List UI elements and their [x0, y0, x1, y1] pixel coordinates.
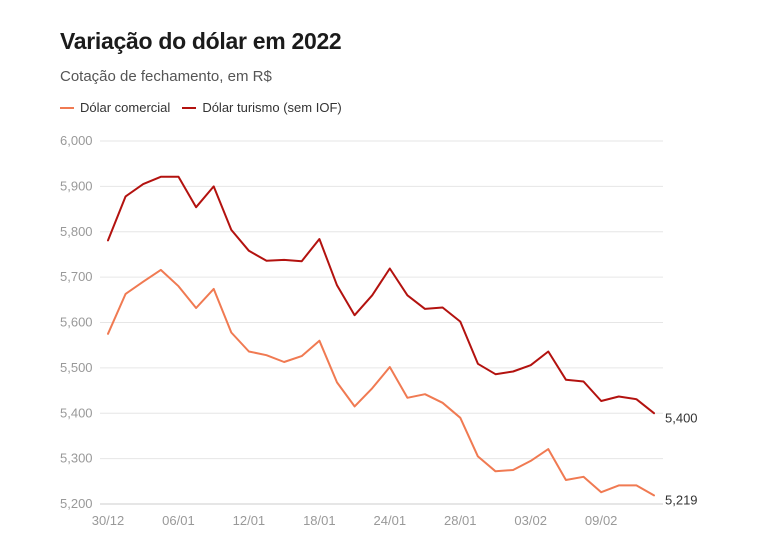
legend-label-turismo: Dólar turismo (sem IOF) [202, 100, 342, 115]
y-tick-label: 5,400 [60, 405, 93, 420]
legend-item-turismo: Dólar turismo (sem IOF) [182, 100, 342, 115]
series-line-turismo [107, 175, 655, 415]
x-tick-label: 03/02 [514, 513, 547, 528]
x-tick-label: 18/01 [303, 513, 336, 528]
legend-swatch-comercial [60, 106, 74, 109]
chart-title: Variação do dólar em 2022 [60, 28, 342, 54]
x-tick-label: 12/01 [233, 513, 266, 528]
y-tick-label: 6,000 [60, 133, 93, 148]
x-tick-label: 30/12 [92, 513, 125, 528]
y-tick-label: 5,700 [60, 269, 93, 284]
legend: Dólar comercial Dólar turismo (sem IOF) [60, 100, 342, 115]
y-tick-label: 5,900 [60, 178, 93, 193]
x-tick-label: 28/01 [444, 513, 477, 528]
y-tick-label: 5,300 [60, 451, 93, 466]
x-tick-label: 24/01 [374, 513, 407, 528]
series-line-comercial [107, 268, 655, 497]
legend-swatch-turismo [182, 106, 197, 109]
y-tick-label: 5,800 [60, 224, 93, 239]
y-tick-label: 5,600 [60, 315, 93, 330]
x-tick-label: 09/02 [585, 513, 618, 528]
legend-item-comercial: Dólar comercial [60, 100, 170, 115]
y-tick-label: 5,500 [60, 360, 93, 375]
end-label-turismo: 5,400 [665, 410, 698, 425]
y-tick-label: 5,200 [60, 496, 93, 511]
x-tick-label: 06/01 [162, 513, 195, 528]
legend-label-comercial: Dólar comercial [80, 100, 171, 115]
chart-subtitle: Cotação de fechamento, em R$ [60, 68, 272, 85]
end-label-comercial: 5,219 [665, 492, 698, 507]
